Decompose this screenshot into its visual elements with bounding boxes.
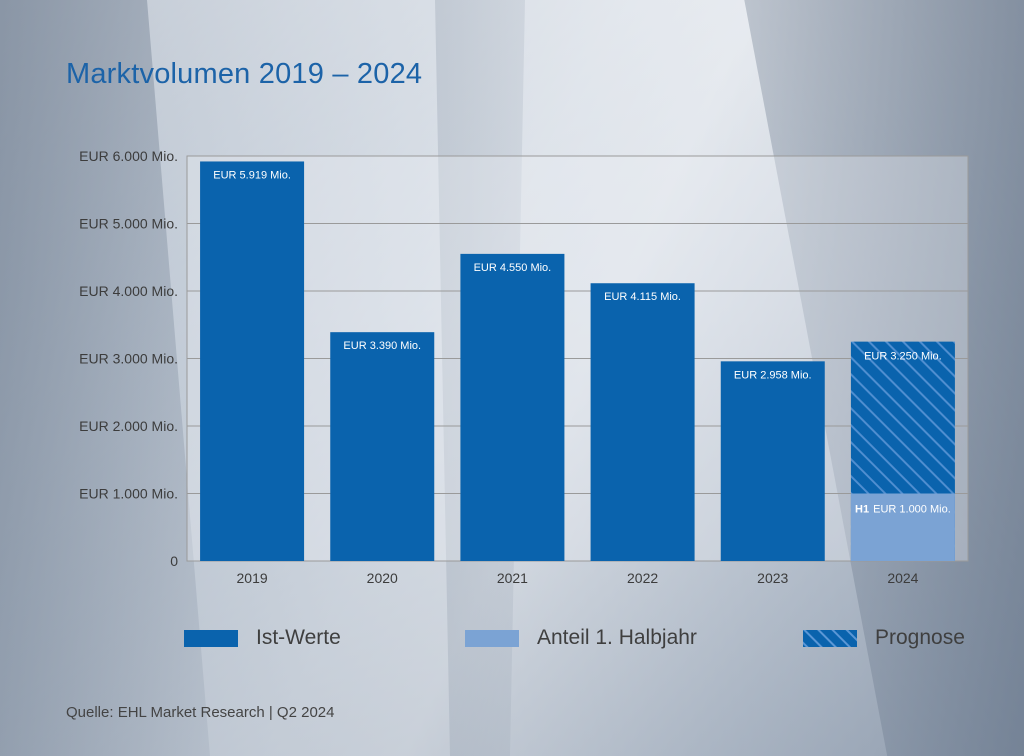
legend-swatch-striped — [803, 629, 857, 647]
chart-title: Marktvolumen 2019 – 2024 — [66, 58, 423, 90]
y-tick-label: EUR 5.000 Mio. — [79, 216, 178, 232]
legend-swatch-light — [465, 629, 519, 647]
bar-value-label: EUR 4.115 Mio. — [604, 291, 681, 303]
x-tick-label: 2020 — [367, 570, 398, 586]
y-tick-label: EUR 2.000 Mio. — [79, 418, 178, 434]
y-tick-label: EUR 1.000 Mio. — [79, 486, 178, 502]
bar-value-label: H1 EUR 1.000 Mio. — [855, 504, 951, 516]
bar-ist-werte-2023 — [720, 361, 825, 561]
bar-ist-werte-2021 — [460, 253, 565, 561]
bar-value-label: EUR 5.919 Mio. — [213, 169, 291, 181]
bar-value-label: EUR 3.250 Mio. — [864, 351, 942, 363]
legend-item-anteil-halbjahr: Anteil 1. Halbjahr — [465, 624, 697, 652]
y-tick-label: 0 — [170, 553, 178, 569]
bar-value-label: EUR 2.958 Mio. — [734, 369, 812, 381]
half-year-prefix: H1 — [855, 504, 869, 516]
legend-label: Ist-Werte — [256, 626, 341, 649]
bar-ist-werte-2022 — [590, 283, 695, 561]
half-year-value: EUR 1.000 Mio. — [873, 504, 951, 516]
legend-item-ist-werte: Ist-Werte — [184, 624, 341, 652]
x-tick-label: 2019 — [237, 570, 268, 586]
bar-value-label: EUR 4.550 Mio. — [474, 262, 552, 274]
x-tick-label: 2021 — [497, 570, 528, 586]
bar-value-label: EUR 3.390 Mio. — [343, 340, 421, 352]
y-tick-label: EUR 6.000 Mio. — [79, 148, 178, 164]
bar-ist-werte-2019 — [200, 161, 305, 561]
y-tick-label: EUR 4.000 Mio. — [79, 283, 178, 299]
x-tick-label: 2023 — [757, 570, 788, 586]
x-tick-label: 2024 — [887, 570, 918, 586]
bar-halbjahr-2024 — [850, 493, 955, 561]
legend-label: Anteil 1. Halbjahr — [537, 626, 697, 649]
bar-ist-werte-2020 — [330, 332, 435, 561]
bar-chart: 0 EUR 1.000 Mio. EUR 2.000 Mio. EUR 3.000 M… — [79, 148, 969, 586]
legend-item-prognose: Prognose — [803, 624, 965, 652]
y-tick-label: EUR 3.000 Mio. — [79, 351, 178, 367]
legend-swatch-solid — [184, 629, 238, 647]
source-note: Quelle: EHL Market Research | Q2 2024 — [66, 704, 335, 721]
legend-label: Prognose — [875, 626, 965, 649]
x-tick-label: 2022 — [627, 570, 658, 586]
